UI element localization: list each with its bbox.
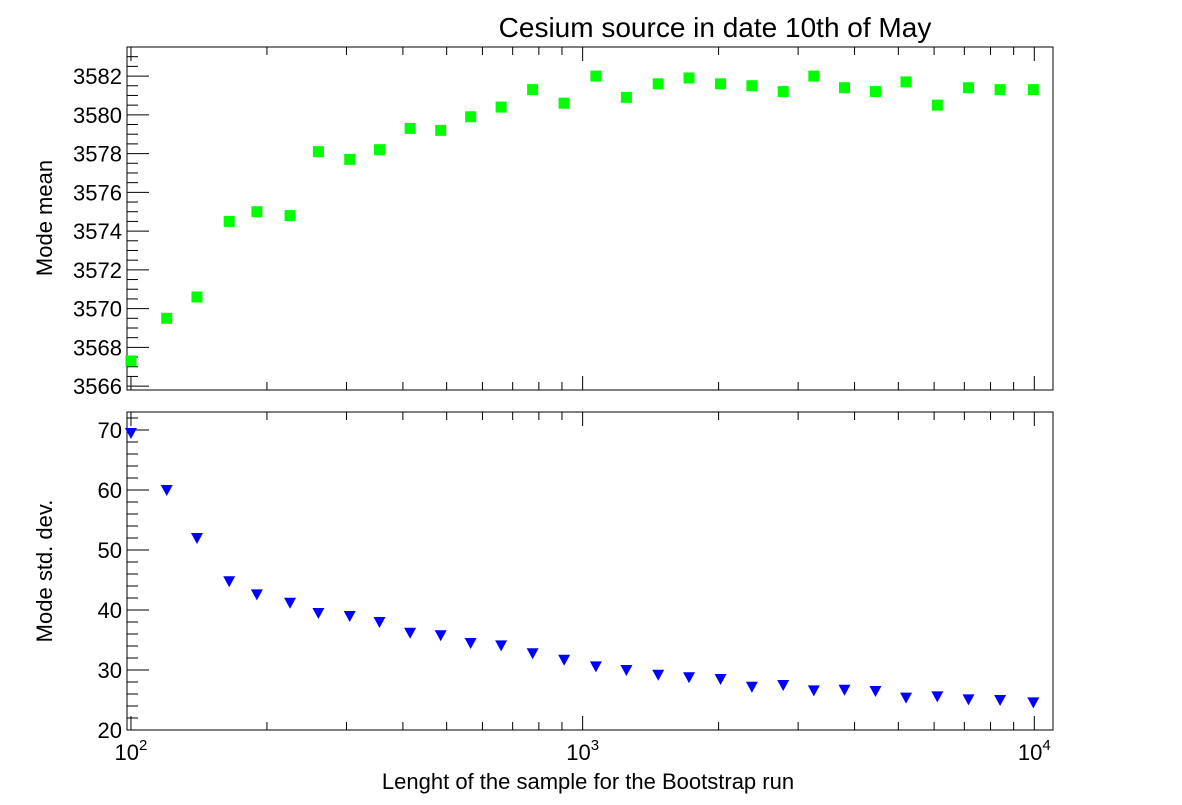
- mode-mean-plot-frame: [126, 46, 1054, 391]
- y-tick-label: 50: [98, 538, 122, 563]
- mode-mean-y-axis-label: Mode mean: [32, 160, 57, 276]
- data-point-triangle: [962, 694, 975, 706]
- x-tick-label: 104: [1018, 737, 1051, 765]
- data-point-triangle: [745, 681, 758, 693]
- mode-mean-panel: 3566 3568 3570 3572 3574 3576 3578 3580 3582 Mod…: [32, 46, 1054, 399]
- data-point-square: [527, 84, 539, 96]
- mode-stddev-points: [124, 428, 1040, 709]
- mode-stddev-plot-frame: [126, 411, 1054, 731]
- data-point-triangle: [777, 680, 790, 691]
- y-tick-label: 60: [98, 478, 122, 503]
- data-point-triangle: [558, 654, 571, 666]
- data-point-triangle: [464, 638, 477, 649]
- data-point-square: [344, 153, 356, 165]
- data-point-square: [465, 111, 477, 123]
- data-point-triangle: [869, 686, 882, 697]
- data-point-square: [251, 206, 263, 218]
- data-point-triangle: [931, 691, 944, 703]
- data-point-square: [125, 355, 137, 367]
- y-tick-label: 3580: [73, 103, 122, 128]
- data-point-square: [900, 76, 912, 88]
- data-point-square: [683, 72, 695, 84]
- data-point-square: [1027, 84, 1039, 96]
- data-point-square: [746, 80, 758, 92]
- y-tick-label: 20: [98, 718, 122, 743]
- data-point-square: [373, 144, 385, 156]
- y-tick-label: 70: [98, 418, 122, 443]
- data-point-triangle: [312, 608, 325, 619]
- data-point-triangle: [526, 648, 539, 660]
- data-point-square: [590, 70, 602, 82]
- data-point-square: [869, 86, 881, 98]
- x-axis-label: Lenght of the sample for the Bootstrap r…: [382, 769, 794, 794]
- y-tick-label: 3578: [73, 142, 122, 167]
- data-point-triangle: [900, 692, 913, 704]
- mode-mean-minor-ticks: [130, 47, 1035, 390]
- chart-title: Cesium source in date 10th of May: [499, 12, 932, 43]
- data-point-triangle: [404, 627, 417, 639]
- data-point-square: [558, 97, 570, 109]
- y-tick-label: 30: [98, 658, 122, 683]
- mode-stddev-panel: 20 30 40 50 60 70 102 103 104 Mode std. dev. Le…: [32, 411, 1054, 794]
- data-point-triangle: [683, 672, 696, 684]
- data-point-triangle: [284, 597, 297, 609]
- data-point-triangle: [250, 589, 263, 601]
- data-point-square: [839, 82, 851, 94]
- data-point-square: [652, 78, 664, 90]
- mode-mean-y-ticks: 3566 3568 3570 3572 3574 3576 3578 3580 3582: [73, 46, 149, 399]
- x-axis-ticks: 102 103 104: [115, 737, 1051, 765]
- y-tick-label: 3576: [73, 180, 122, 205]
- data-point-square: [931, 99, 943, 111]
- y-tick-label: 3568: [73, 335, 122, 360]
- data-point-triangle: [807, 685, 820, 697]
- y-tick-label: 40: [98, 598, 122, 623]
- data-point-square: [191, 291, 203, 303]
- data-point-square: [312, 146, 324, 158]
- data-point-square: [715, 78, 727, 90]
- data-point-triangle: [343, 611, 356, 622]
- data-point-triangle: [838, 684, 851, 696]
- data-point-triangle: [124, 428, 137, 439]
- data-point-triangle: [1027, 697, 1040, 709]
- data-point-triangle: [994, 695, 1007, 706]
- data-point-triangle: [495, 640, 508, 652]
- mode-stddev-y-axis-label: Mode std. dev.: [32, 500, 57, 643]
- data-point-square: [808, 70, 820, 82]
- data-point-triangle: [620, 665, 633, 676]
- x-tick-label: 102: [115, 737, 148, 765]
- y-tick-label: 3566: [73, 374, 122, 399]
- data-point-square: [161, 312, 173, 324]
- y-tick-label: 3572: [73, 258, 122, 283]
- data-point-triangle: [223, 576, 236, 588]
- data-point-triangle: [190, 533, 203, 544]
- data-point-square: [404, 122, 416, 134]
- data-point-square: [994, 84, 1006, 96]
- data-point-square: [284, 210, 296, 222]
- mode-mean-points: [125, 70, 1039, 367]
- data-point-square: [620, 91, 632, 103]
- data-point-square: [223, 215, 235, 227]
- data-point-square: [962, 82, 974, 94]
- data-point-triangle: [160, 485, 173, 496]
- mode-stddev-minor-ticks: [130, 412, 1035, 730]
- y-tick-label: 3574: [73, 219, 122, 244]
- data-point-triangle: [652, 669, 665, 681]
- data-point-square: [777, 86, 789, 98]
- data-point-triangle: [373, 617, 386, 628]
- data-point-triangle: [589, 661, 602, 673]
- data-point-triangle: [714, 674, 727, 685]
- data-point-square: [495, 101, 507, 113]
- y-tick-label: 3570: [73, 297, 122, 322]
- data-point-square: [435, 124, 447, 136]
- y-tick-label: 3582: [73, 64, 122, 89]
- data-point-triangle: [434, 630, 447, 642]
- x-tick-label: 103: [566, 737, 599, 765]
- mode-stddev-y-ticks: 20 30 40 50 60 70: [98, 417, 149, 743]
